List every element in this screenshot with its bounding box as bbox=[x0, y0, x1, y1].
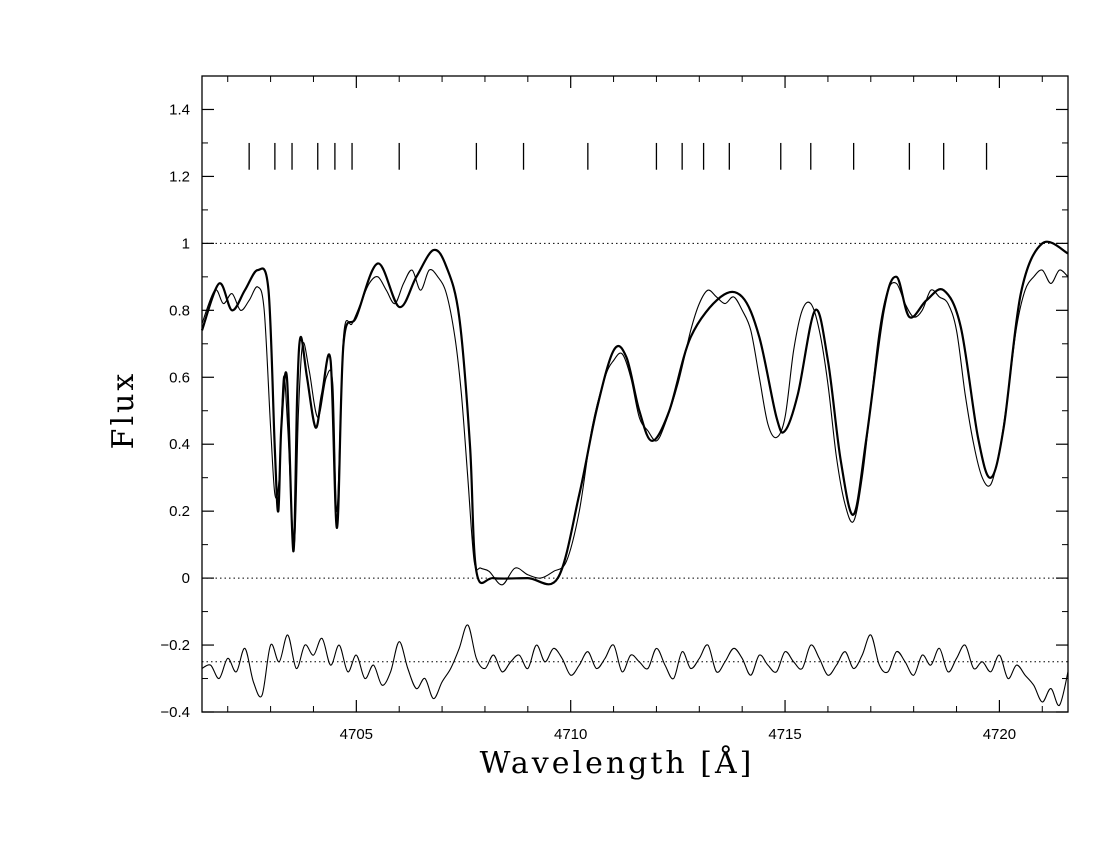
y-tick-label: 1.2 bbox=[169, 168, 190, 185]
y-tick-label: −0.4 bbox=[160, 704, 190, 721]
y-tick-label: 0.4 bbox=[169, 436, 190, 453]
x-axis-label: Wavelength [Å] bbox=[480, 745, 755, 781]
y-tick-label: 1.4 bbox=[169, 101, 190, 118]
x-tick-label: 4705 bbox=[340, 726, 373, 743]
y-tick-label: 0.8 bbox=[169, 302, 190, 319]
x-tick-label: 4710 bbox=[554, 726, 587, 743]
y-axis-label: Flux bbox=[106, 371, 141, 450]
y-tick-label: 0.6 bbox=[169, 369, 190, 386]
x-tick-label: 4720 bbox=[983, 726, 1016, 743]
y-tick-label: 1 bbox=[182, 235, 190, 252]
series-layer bbox=[200, 240, 1069, 706]
y-tick-label: −0.2 bbox=[160, 637, 190, 654]
observed-spectrum-line bbox=[201, 269, 1069, 586]
y-tick-label: 0.2 bbox=[169, 503, 190, 520]
y-tick-label: 0 bbox=[182, 570, 190, 587]
reference-lines bbox=[202, 242, 1068, 663]
plot-frame bbox=[201, 75, 1069, 713]
residual-line bbox=[201, 624, 1069, 706]
model-spectrum-line bbox=[200, 240, 1069, 586]
line-markers bbox=[248, 142, 988, 170]
x-tick-label: 4715 bbox=[768, 726, 801, 743]
